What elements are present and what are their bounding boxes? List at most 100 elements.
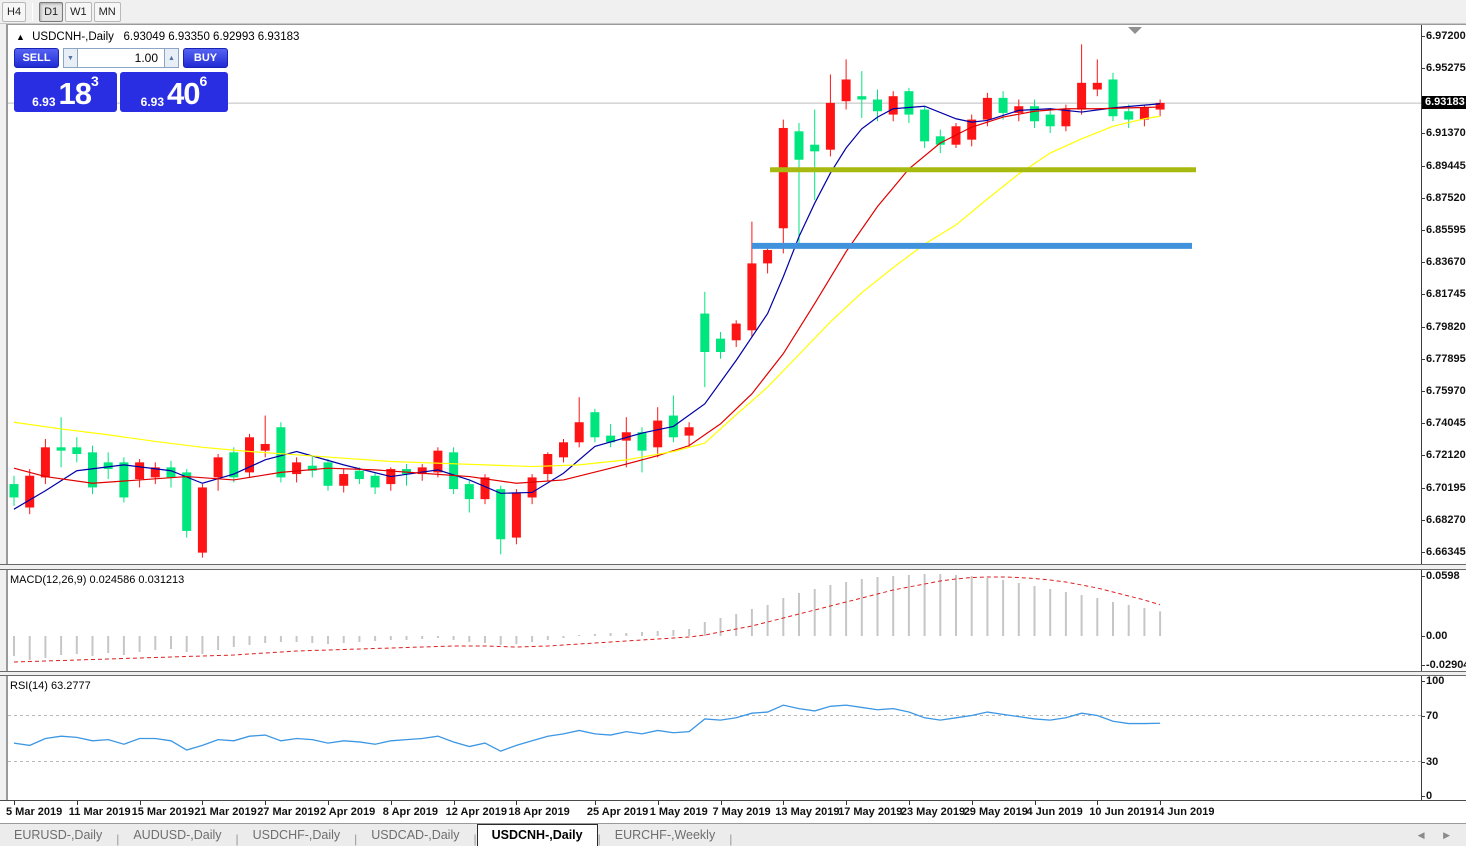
axis-tick — [1421, 294, 1425, 296]
buy-button[interactable]: BUY — [183, 48, 228, 68]
date-tick — [14, 801, 15, 805]
date-tick — [657, 801, 659, 805]
axis-tick — [1421, 487, 1425, 489]
timeframe-toolbar: H4 D1 W1 MN — [0, 0, 1466, 24]
axis-tick — [1421, 68, 1425, 70]
axis-tick — [1421, 681, 1425, 682]
date-tick — [1160, 801, 1162, 805]
chart-tab-usdcnhdaily[interactable]: USDCNH-,Daily — [476, 824, 598, 846]
date-tick — [1097, 801, 1099, 805]
price-axis-label: 6.68270 — [1426, 513, 1466, 526]
tab-scroll-arrows[interactable]: ◀ ▶ — [1417, 830, 1458, 840]
date-axis-label: 17 May 2019 — [838, 806, 903, 818]
axis-tick — [1421, 455, 1425, 457]
axis-tick — [1421, 423, 1425, 425]
panel-splitter[interactable] — [0, 564, 1466, 570]
buy-price-pips: 40 — [167, 76, 200, 111]
axis-tick — [1421, 358, 1425, 360]
volume-increase-button[interactable]: ▲ — [164, 48, 179, 68]
ma-fast-blue — [13, 103, 1161, 510]
axis-tick — [1421, 551, 1425, 553]
price-axis-label: 6.66345 — [1426, 545, 1466, 558]
date-tick — [1034, 801, 1036, 805]
chart-tab-usdchfdaily[interactable]: USDCHF-,Daily — [252, 828, 341, 842]
timeframe-button-d1[interactable]: D1 — [39, 1, 64, 22]
chart-tab-eurchfweekly[interactable]: EURCHF-,Weekly — [614, 828, 716, 842]
macd-indicator-label: MACD(12,26,9) 0.024586 0.031213 — [10, 574, 185, 586]
price-axis[interactable] — [1421, 25, 1466, 800]
price-axis-label: 6.95275 — [1426, 62, 1466, 75]
price-axis-label: 6.81745 — [1426, 288, 1466, 301]
date-axis-label: 7 May 2019 — [712, 806, 771, 818]
buy-price-display[interactable]: 6.93 40 6 — [120, 72, 228, 112]
date-tick — [908, 801, 910, 805]
macd-axis-label: -0.029049 — [1426, 659, 1466, 672]
date-tick — [76, 801, 78, 805]
price-axis-label: 6.85595 — [1426, 224, 1466, 237]
tab-separator: | — [597, 832, 601, 846]
axis-tick — [1421, 36, 1425, 37]
chart-tab-eurusddaily[interactable]: EURUSD-,Daily — [14, 828, 103, 842]
date-tick — [202, 801, 204, 805]
price-axis-label: 6.70195 — [1426, 481, 1466, 494]
axis-tick — [1421, 715, 1425, 717]
axis-tick — [1421, 576, 1425, 578]
sell-price-fraction: 3 — [91, 73, 99, 89]
date-tick — [139, 801, 141, 805]
date-axis-label: 15 Mar 2019 — [131, 806, 194, 818]
chart-tab-audusddaily[interactable]: AUDUSD-,Daily — [133, 828, 222, 842]
buy-price-prefix: 6.93 — [140, 95, 165, 109]
panel-splitter[interactable] — [0, 671, 1466, 676]
time-axis[interactable]: 5 Mar 2019 11 Mar 2019 15 Mar 2019 21 Mar 2… — [0, 800, 1466, 823]
date-axis-label: 4 Jun 2019 — [1026, 806, 1083, 818]
rsi-panel-plot[interactable] — [8, 676, 1421, 800]
date-tick — [328, 801, 329, 805]
volume-input[interactable] — [78, 48, 164, 68]
rsi-axis-label: 100 — [1426, 675, 1445, 687]
date-axis-label: 1 May 2019 — [649, 806, 708, 818]
price-axis-label: 6.89445 — [1426, 159, 1466, 172]
axis-tick — [1421, 636, 1425, 637]
price-axis-label: 6.87520 — [1426, 191, 1466, 204]
axis-tick — [1421, 761, 1425, 763]
date-axis-label: 12 Apr 2019 — [445, 806, 507, 818]
collapse-panel-icon[interactable]: ▲ — [16, 32, 25, 42]
sell-price-prefix: 6.93 — [32, 95, 56, 109]
sell-price-display[interactable]: 6.93 18 3 — [14, 72, 117, 112]
rsi-axis-label: 0 — [1426, 790, 1433, 802]
ma-slow-yellow — [13, 115, 1161, 468]
chart-title: ▲ USDCNH-,Daily 6.93049 6.93350 6.92993 … — [16, 31, 299, 43]
sell-button[interactable]: SELL — [14, 48, 59, 68]
main-chart-plot[interactable] — [8, 25, 1421, 564]
axis-tick — [1421, 230, 1425, 232]
axis-tick — [1421, 796, 1425, 797]
date-axis-label: 23 May 2019 — [900, 806, 966, 818]
rsi-axis-label: 30 — [1426, 755, 1439, 768]
chart-tab-bar: EURUSD-,Daily | AUDUSD-,Daily | USDCHF-,Dail… — [0, 823, 1466, 846]
date-axis-label: 27 Mar 2019 — [257, 806, 320, 818]
macd-signal-line — [13, 576, 1161, 663]
date-axis-label: 21 Mar 2019 — [194, 806, 257, 818]
date-axis-label: 29 May 2019 — [963, 806, 1028, 818]
tab-separator: | — [116, 832, 120, 846]
axis-tick — [1421, 133, 1425, 135]
ma-mid-red — [13, 106, 1161, 484]
axis-tick — [1421, 390, 1425, 392]
sell-price-pips: 18 — [58, 76, 92, 111]
timeframe-button-h4[interactable]: H4 — [2, 1, 27, 22]
macd-panel-plot[interactable] — [8, 570, 1421, 671]
date-axis-label: 2 Apr 2019 — [320, 806, 376, 818]
volume-decrease-button[interactable]: ▼ — [63, 48, 78, 68]
price-axis-label: 6.77895 — [1426, 352, 1466, 365]
timeframe-button-mn[interactable]: MN — [93, 1, 121, 22]
macd-axis-label: 0.0598 — [1426, 570, 1460, 583]
chart-shift-marker-icon — [1128, 27, 1142, 34]
chart-tab-usdcaddaily[interactable]: USDCAD-,Daily — [371, 828, 460, 842]
date-tick — [594, 801, 596, 805]
date-tick — [265, 801, 267, 805]
timeframe-button-w1[interactable]: W1 — [65, 1, 92, 22]
tab-separator: | — [235, 832, 239, 846]
rsi-line — [13, 704, 1161, 752]
date-tick — [846, 801, 848, 805]
